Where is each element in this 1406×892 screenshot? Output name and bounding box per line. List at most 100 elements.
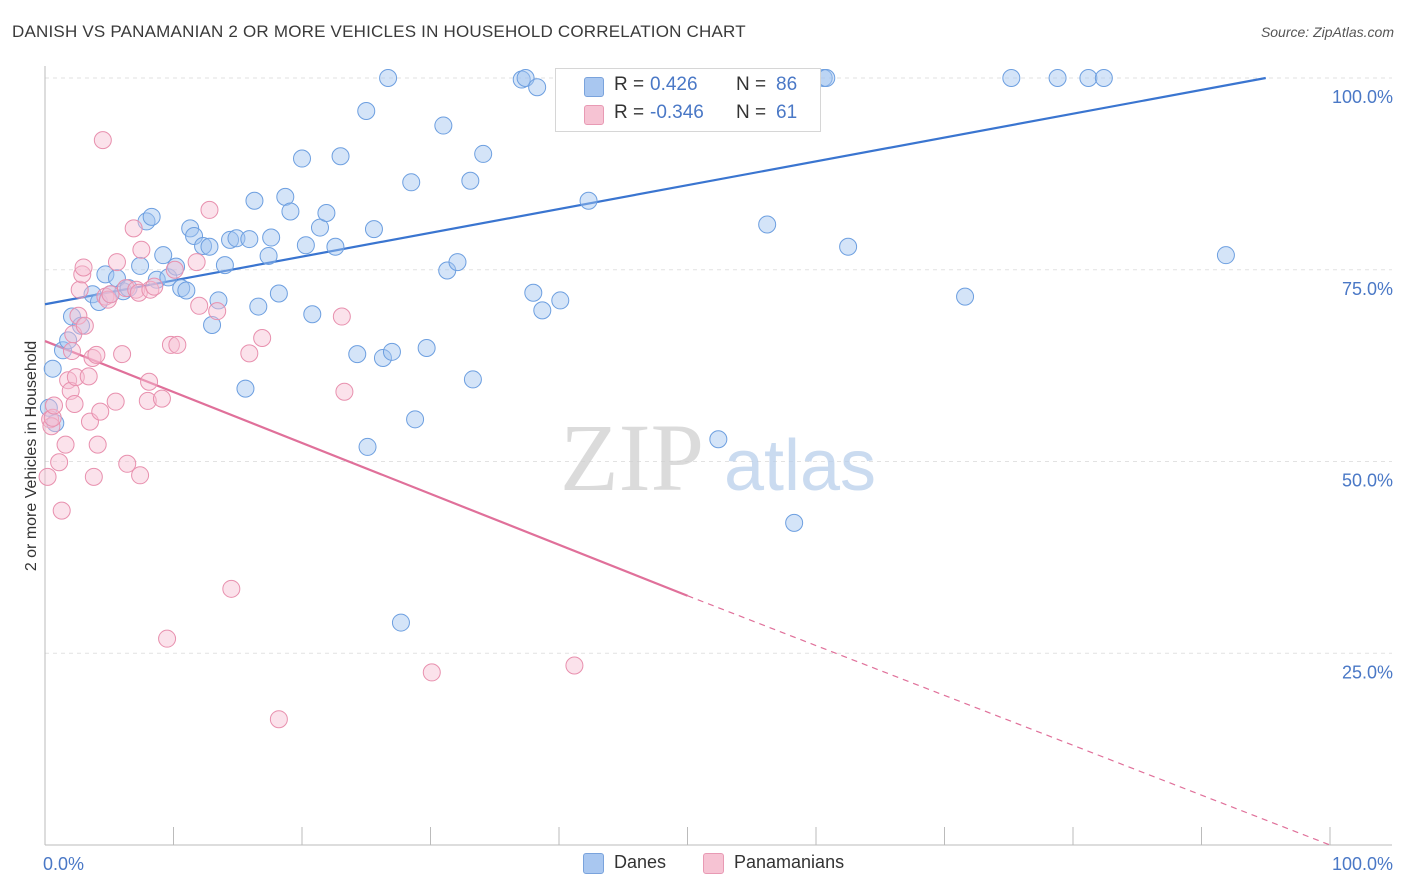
x-tick-label-min: 0.0% — [43, 854, 84, 874]
danes-point — [240, 230, 259, 249]
danes-point — [276, 187, 295, 206]
panamanians-point — [124, 219, 143, 238]
danes-point — [185, 227, 204, 246]
danes-swatch — [584, 77, 604, 97]
panamanians-point — [168, 335, 187, 354]
panamanians-point — [84, 467, 103, 486]
danes-point — [177, 281, 196, 300]
danes-point — [402, 173, 421, 192]
danes-point — [1094, 69, 1113, 87]
panamanians-trend-extension — [687, 595, 1331, 846]
stats-row-danes: R = 0.426 N = 86 — [556, 73, 820, 99]
danes-point — [956, 287, 975, 306]
danes-point — [227, 229, 246, 248]
danes-point — [839, 237, 858, 256]
panamanians-point — [101, 285, 120, 304]
danes-point — [262, 228, 281, 247]
danes-point — [758, 215, 777, 234]
panamanians-point — [88, 435, 107, 454]
danes-point — [448, 253, 467, 272]
panamanians-swatch — [703, 853, 724, 874]
danes-point — [200, 237, 219, 256]
panamanians-swatch — [584, 105, 604, 125]
danes-point — [215, 256, 234, 275]
danes-point — [203, 315, 222, 334]
danes-point — [62, 307, 81, 326]
danes-point — [154, 246, 173, 265]
danes-point — [382, 342, 401, 361]
panamanians-point — [187, 253, 206, 272]
danes-point — [326, 237, 345, 256]
danes-point — [357, 101, 376, 120]
danes-point — [1048, 69, 1067, 87]
danes-point — [463, 370, 482, 389]
panamanians-point — [50, 453, 69, 472]
panamanians-point — [138, 391, 157, 410]
danes-point — [1079, 69, 1098, 87]
panamanians-point — [269, 710, 288, 729]
danes-point — [358, 437, 377, 456]
panamanians-point — [253, 329, 272, 348]
danes-point — [96, 265, 115, 284]
legend-label: Panamanians — [734, 852, 845, 872]
source-label: Source: ZipAtlas.com — [1260, 24, 1394, 40]
r-label: R = — [614, 102, 645, 123]
danes-point — [1216, 246, 1235, 265]
panamanians-point — [79, 367, 98, 386]
panamanians-point — [565, 656, 584, 675]
panamanians-point — [140, 372, 159, 391]
danes-point — [281, 202, 300, 221]
r-value: -0.346 — [650, 102, 704, 123]
danes-point — [259, 246, 278, 265]
danes-point — [391, 613, 410, 632]
legend-label: Danes — [614, 852, 667, 872]
danes-point — [53, 341, 72, 360]
danes-point — [167, 257, 186, 276]
panamanians-point — [161, 335, 180, 354]
panamanians-point — [208, 302, 227, 321]
danes-point — [474, 144, 493, 163]
danes-point — [245, 191, 264, 210]
danes-point — [785, 513, 804, 532]
danes-point — [417, 338, 436, 357]
panamanians-point — [69, 306, 88, 325]
panamanians-point — [158, 629, 177, 648]
danes-point — [551, 291, 570, 310]
panamanians-point — [65, 394, 84, 413]
panamanians-point — [131, 466, 150, 485]
danes-point — [379, 69, 398, 87]
panamanians-point — [44, 396, 63, 415]
panamanians-point — [56, 435, 75, 454]
danes-point — [293, 149, 311, 168]
danes-point — [221, 230, 240, 249]
panamanians-point — [106, 392, 125, 411]
panamanians-point — [240, 344, 259, 363]
trend-lines — [44, 76, 1331, 846]
panamanians-point — [332, 307, 351, 326]
danes-point — [236, 379, 255, 398]
axes — [44, 66, 1392, 846]
panamanians-point — [73, 265, 92, 284]
panamanians-point — [127, 280, 146, 299]
gridlines — [45, 77, 1392, 654]
stats-legend: R = 0.426 N = 86 R = -0.346 N = 61 — [555, 68, 821, 132]
n-label: N = — [736, 102, 767, 123]
r-value: 0.426 — [650, 74, 698, 95]
panamanians-point — [335, 382, 354, 401]
danes-point — [434, 116, 453, 135]
panamanians-point — [190, 296, 209, 315]
panamanians-point — [200, 200, 219, 219]
danes-point — [303, 305, 322, 324]
panamanians-point — [75, 316, 94, 335]
watermark-atlas: atlas — [724, 426, 876, 506]
danes-point — [43, 359, 62, 378]
data-points — [38, 69, 1235, 729]
y-tick-label: 75.0% — [1342, 279, 1393, 299]
panamanians-trend-line — [44, 340, 688, 597]
danes-point — [406, 410, 425, 429]
panamanians-point — [62, 342, 81, 361]
danes-point — [709, 430, 728, 449]
danes-point — [348, 345, 367, 364]
danes-point — [461, 171, 480, 190]
